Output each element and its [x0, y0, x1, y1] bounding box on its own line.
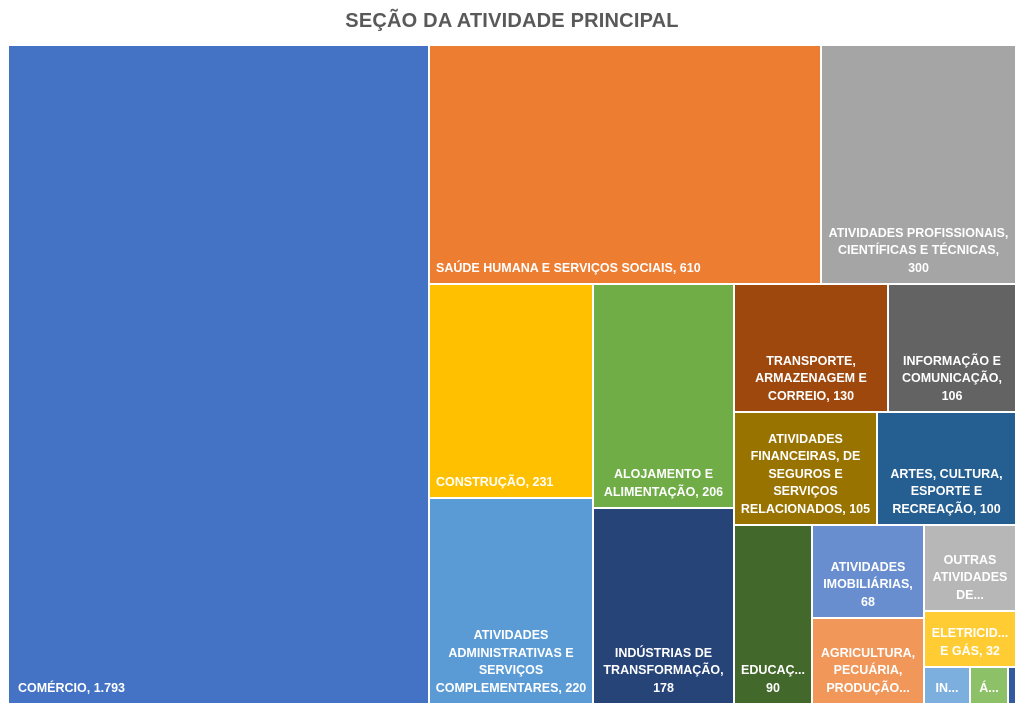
tile-label-artes: ARTES, CULTURA, ESPORTE E RECREAÇÃO, 100 [890, 466, 1003, 516]
tile-informacao [889, 285, 1015, 411]
tile-label-industrias: INDÚSTRIAS DE TRANSFORMAÇÃO, 178 [603, 645, 724, 695]
tile-transporte [735, 285, 887, 411]
tile-label-educacao: EDUCAÇ... 90 [741, 663, 805, 695]
tile-comercio [9, 46, 428, 703]
tile-label-informacao: INFORMAÇÃO E COMUNICAÇÃO, 106 [902, 353, 1002, 403]
chart-title: SEÇÃO DA ATIVIDADE PRINCIPAL [345, 10, 679, 32]
tile-label-a: Á... [979, 680, 999, 695]
tile-financeiras [735, 413, 876, 524]
tile-label-construcao: CONSTRUÇÃO, 231 [436, 474, 554, 489]
tile-label-saude: SAÚDE HUMANA E SERVIÇOS SOCIAIS, 610 [436, 260, 701, 275]
tile-administrativas [430, 499, 592, 703]
tile-alojamento [594, 285, 733, 507]
tile-educacao [735, 526, 811, 703]
tile-outras [925, 526, 1015, 610]
tile-label-in: IN... [935, 680, 959, 695]
tile-tiny [1009, 668, 1015, 703]
tile-label-financeiras: ATIVIDADES FINANCEIRAS, DE SEGUROS E SER… [740, 431, 871, 516]
tile-eletricidade [925, 612, 1015, 666]
tile-artes [878, 413, 1015, 524]
tile-label-administrativas: ATIVIDADES ADMINISTRATIVAS E SERVIÇOS CO… [435, 628, 587, 695]
tile-label-agricultura: AGRICULTURA, PECUÁRIA, PRODUÇÃO... [820, 645, 916, 695]
tile-industrias [594, 509, 733, 703]
tile-label-profissionais: ATIVIDADES PROFISSIONAIS, CIENTÍFICAS E … [828, 225, 1009, 275]
tile-label-alojamento: ALOJAMENTO E ALIMENTAÇÃO, 206 [603, 467, 724, 499]
tile-label-imobiliarias: ATIVIDADES IMOBILIÁRIAS, 68 [823, 559, 913, 609]
tile-agricultura [813, 619, 923, 703]
tile-a [971, 668, 1007, 703]
tile-profissionais [822, 46, 1015, 283]
tile-construcao [430, 285, 592, 497]
tile-imobiliarias [813, 526, 923, 617]
tile-label-transporte: TRANSPORTE, ARMAZENAGEM E CORREIO, 130 [755, 353, 867, 403]
tile-in [925, 668, 969, 703]
tile-label-comercio: COMÉRCIO, 1.793 [18, 680, 125, 695]
tile-label-eletricidade: ELETRICID... E GÁS, 32 [931, 626, 1009, 658]
tile-saude [430, 46, 820, 283]
tile-label-outras: OUTRAS ATIVIDADES DE... [932, 552, 1008, 602]
